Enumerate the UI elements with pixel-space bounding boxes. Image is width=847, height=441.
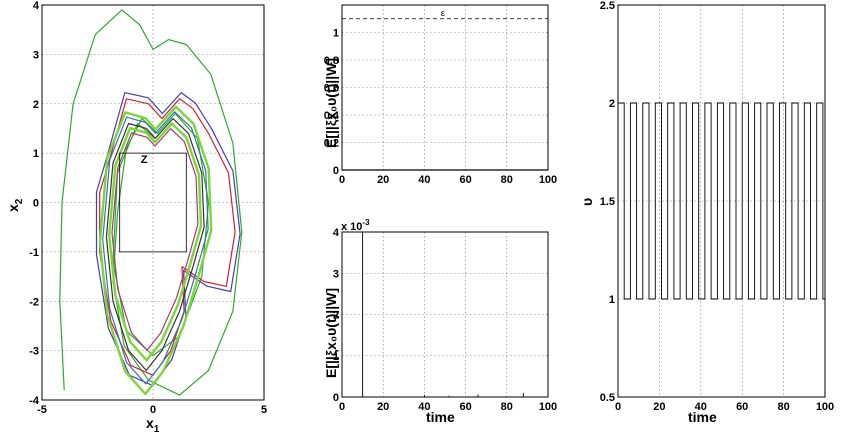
x-tick-label: 100 <box>539 401 557 413</box>
x-tick-label: 40 <box>418 174 430 186</box>
y-tick-label: 0.5 <box>600 392 615 404</box>
x-tick-label: 40 <box>695 401 707 413</box>
y-tick-label: -3 <box>29 346 39 358</box>
y-tick-label: 2.5 <box>600 0 615 12</box>
switching-tick-labels: 0 20 40 60 80 100 0.5 1 1.5 2 2.5 <box>600 0 834 413</box>
x-tick-label: 20 <box>653 401 665 413</box>
y-tick-label: -2 <box>29 296 39 308</box>
x-tick-label: 100 <box>539 174 557 186</box>
x-tick-label: 80 <box>501 401 513 413</box>
x-tick-label: 20 <box>377 174 389 186</box>
y-tick-label: 0.4 <box>324 110 340 122</box>
y-tick-label: 4 <box>333 227 340 239</box>
epsilon-label: ε <box>441 8 445 18</box>
y-tick-label: 2 <box>33 99 39 111</box>
y-tick-label: 0.6 <box>324 83 339 95</box>
error-bottom-y-axis-label: E[||ξx₀υ(t)||W] <box>323 288 339 378</box>
x-tick-label: 40 <box>418 401 430 413</box>
x-tick-label: 100 <box>816 401 834 413</box>
phase-portrait-panel: Z -5 0 5 -4 -3 -2 -1 0 1 2 3 4 x1 x2 <box>5 0 267 435</box>
error-bottom-scale-label: x 10-3 <box>341 218 370 233</box>
phase-trajectory-line <box>111 128 199 351</box>
y-tick-label: 3 <box>333 268 339 280</box>
error-top-frame <box>341 4 549 171</box>
phase-trajectory-line <box>99 98 236 376</box>
y-tick-label: 0.8 <box>324 55 339 67</box>
switching-x-axis-label: time <box>688 409 717 425</box>
x-tick-label: -5 <box>37 404 47 416</box>
x-tick-label: 60 <box>736 401 748 413</box>
error-top-grid <box>341 5 549 171</box>
y-tick-label: 2 <box>333 310 339 322</box>
y-tick-label: 1 <box>333 28 339 40</box>
phase-trajectory-line <box>59 9 243 396</box>
phase-trajectory-line <box>105 117 205 371</box>
switching-frame <box>617 4 826 398</box>
phase-tick-labels: -5 0 5 -4 -3 -2 -1 0 1 2 3 4 <box>29 0 267 416</box>
x-tick-label: 60 <box>459 174 471 186</box>
y-tick-label: -4 <box>29 395 40 407</box>
x-tick-label: 80 <box>777 401 789 413</box>
phase-x-axis-label: x1 <box>146 415 160 435</box>
x-tick-label: 0 <box>150 404 156 416</box>
y-tick-label: 0 <box>333 392 339 404</box>
x-tick-label: 0 <box>615 401 621 413</box>
y-tick-label: 1 <box>609 294 615 306</box>
x-tick-label: 0 <box>339 174 345 186</box>
phase-trajectory-line <box>98 105 213 396</box>
error-top-tick-labels: 0 20 40 60 80 100 0 0.2 0.4 0.6 0.8 1 <box>324 28 557 187</box>
switching-signal-panel: 0 20 40 60 80 100 0.5 1 1.5 2 2.5 υ time <box>579 0 834 425</box>
switching-signal-series <box>617 102 825 300</box>
y-tick-label: 0 <box>333 165 339 177</box>
phase-frame <box>41 4 265 401</box>
y-tick-label: 3 <box>33 49 39 61</box>
x-tick-label: 5 <box>261 404 267 416</box>
y-tick-label: 0.2 <box>324 138 339 150</box>
phase-trajectories <box>59 9 243 396</box>
y-tick-label: 4 <box>33 0 40 12</box>
x-tick-label: 60 <box>459 401 471 413</box>
phase-trajectory-line <box>95 91 241 387</box>
y-tick-label: -1 <box>29 247 39 259</box>
z-region-box <box>119 152 187 253</box>
phase-trajectory-line <box>102 111 209 385</box>
error-bottom-panel: 0 20 40 60 80 100 0 1 2 3 4 x 10-3 E[||ξx₀υ(t)||W]… <box>323 218 557 425</box>
phase-y-axis-label: x2 <box>5 198 25 212</box>
x-tick-label: 80 <box>501 174 513 186</box>
y-tick-label: 1 <box>33 148 39 160</box>
switching-y-axis-label: υ <box>579 198 595 206</box>
x-tick-label: 20 <box>377 401 389 413</box>
error-bottom-tick-labels: 0 20 40 60 80 100 0 1 2 3 4 <box>333 227 557 413</box>
y-tick-label: 1 <box>333 351 339 363</box>
z-region-label: Z <box>141 154 148 166</box>
error-top-y-axis-label: E[||ξx₀υ(t)||W] <box>323 58 339 148</box>
y-tick-label: 0 <box>33 198 39 210</box>
phase-trajectory-line <box>107 122 203 362</box>
error-top-panel: ε 0 20 40 60 80 100 0 0.2 0.4 0.6 0.8 1 E[||ξx₀υ(t)… <box>323 4 557 187</box>
phase-grid <box>41 4 265 401</box>
error-bottom-frame <box>341 231 549 398</box>
error-bottom-grid <box>341 231 549 398</box>
x-tick-label: 0 <box>339 401 345 413</box>
error-bottom-x-axis-label: time <box>426 409 455 425</box>
y-tick-label: 1.5 <box>600 196 615 208</box>
y-tick-label: 2 <box>609 98 615 110</box>
